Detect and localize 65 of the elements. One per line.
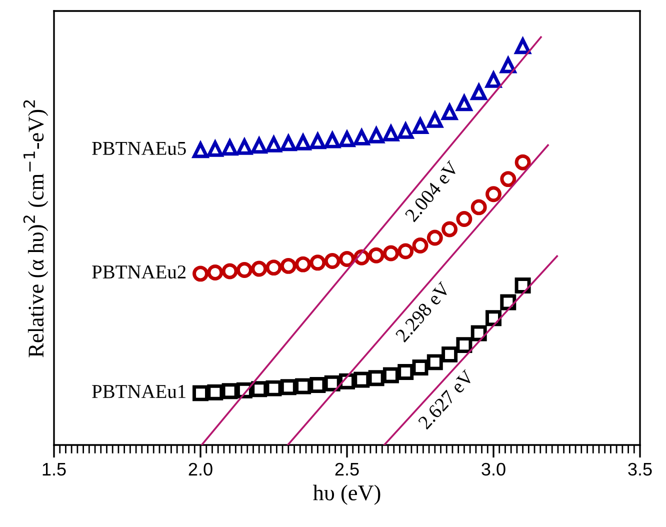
point [426,112,443,128]
point [222,263,238,280]
point [280,135,296,152]
point [236,138,252,155]
series-label: PBTNAEu1 [92,385,186,398]
point [486,72,502,88]
series-label: PBTNAEu5 [92,142,186,155]
point [295,134,312,150]
point [442,104,458,120]
point [382,245,399,262]
point [426,354,443,370]
point [324,253,340,270]
point [398,243,414,260]
point [310,254,326,271]
x-tick-label: 1.5 [42,463,66,476]
point [339,251,355,267]
x-axis-title: hυ (eV) [313,484,380,505]
y-axis-title: Relative (α hυ)$^{2}$ (cm$^{−1}$-eV)$^{2}$ [23,100,48,358]
point [295,256,312,272]
point [207,264,224,280]
point [442,346,458,362]
series-label: PBTNAEu2 [92,265,186,279]
point [456,211,472,228]
point [514,154,531,170]
point [368,247,384,264]
point [266,380,282,396]
x-tick-label: 2.5 [335,462,359,476]
point [412,238,428,254]
point [310,133,326,150]
point [412,360,428,376]
x-tick-label: 3.0 [482,462,506,476]
point [207,140,224,157]
point [266,136,282,152]
point [470,84,487,100]
point [456,337,472,354]
point [295,378,312,394]
point [470,199,487,216]
point [192,266,208,282]
point [382,125,399,142]
point [426,230,443,246]
point [251,260,268,277]
point [442,221,458,238]
point [222,140,238,156]
point [236,262,252,278]
point [368,127,384,144]
point [398,122,414,139]
point [310,377,326,394]
point [280,379,296,396]
point [382,367,399,384]
x-tick-label: 3.5 [628,462,652,476]
point [251,381,268,398]
point [456,95,472,112]
point [266,260,282,276]
point [354,372,370,388]
point [280,258,296,274]
point [486,186,502,202]
point [354,129,370,146]
point [500,171,516,188]
point [222,383,238,400]
point [368,370,384,386]
point [324,132,340,148]
point [207,384,224,400]
x-tick-label: 2.0 [188,462,212,476]
point [398,364,414,380]
point [192,385,208,402]
